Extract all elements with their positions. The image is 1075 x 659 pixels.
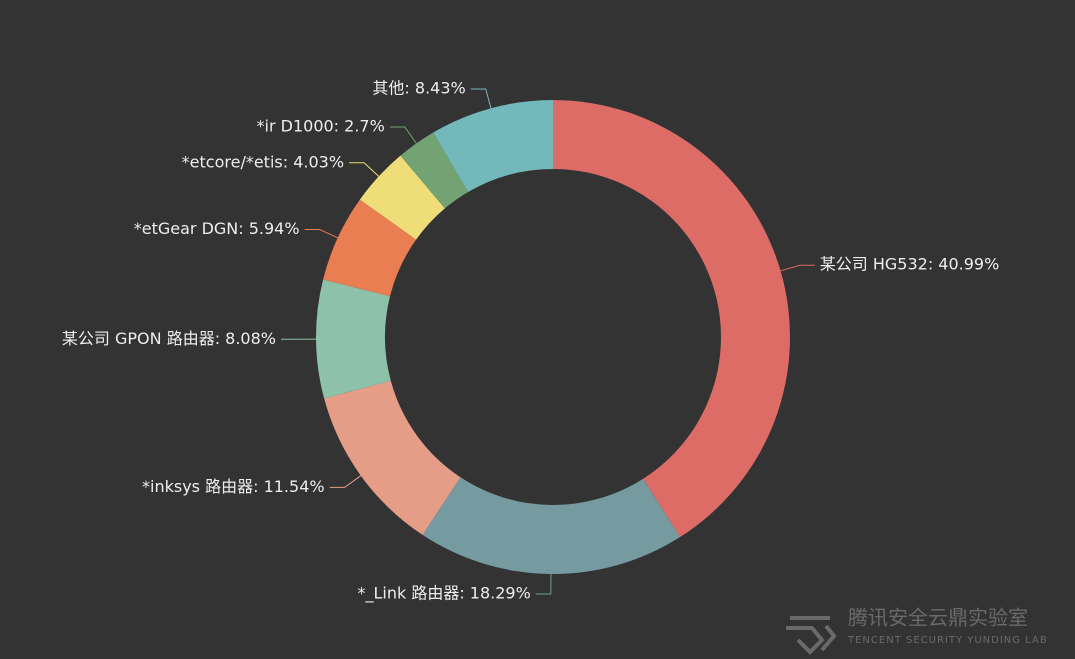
- watermark-title: 腾讯安全云鼎实验室: [848, 606, 1028, 630]
- slice: [316, 279, 391, 399]
- watermark-logo: [786, 616, 837, 655]
- watermark-subtitle: TENCENT SECURITY YUNDING LAB: [847, 635, 1048, 646]
- slice: [433, 100, 553, 193]
- leader-line: [535, 573, 552, 595]
- leader-line: [389, 126, 417, 144]
- slice-label: 某公司 GPON 路由器: 8.08%: [62, 329, 276, 348]
- slice: [553, 100, 790, 538]
- slice-label: *etcore/*etis: 4.03%: [182, 152, 344, 171]
- slice-label: *ir D1000: 2.7%: [257, 117, 385, 136]
- leader-line: [470, 88, 492, 109]
- slice: [422, 477, 681, 574]
- slice-label: 其他: 8.43%: [372, 78, 465, 97]
- leader-line: [349, 162, 380, 177]
- slice: [359, 155, 445, 240]
- slice-label: 某公司 HG532: 40.99%: [820, 255, 1000, 274]
- slice-label: *inksys 路由器: 11.54%: [142, 477, 325, 496]
- slice-label: *etGear DGN: 5.94%: [134, 219, 300, 238]
- slice-label: *_Link 路由器: 18.29%: [357, 583, 530, 603]
- leader-line: [329, 475, 362, 488]
- slice: [323, 199, 417, 297]
- slice: [400, 132, 469, 209]
- slice: [324, 380, 461, 535]
- leader-line: [304, 228, 338, 239]
- leader-line: [780, 264, 815, 272]
